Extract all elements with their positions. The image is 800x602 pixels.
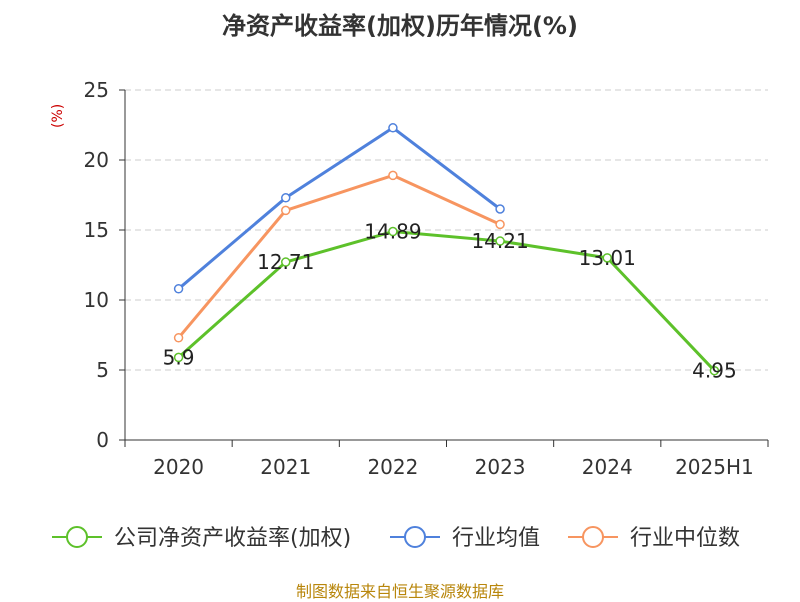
series-line (177, 126, 501, 290)
legend-marker (582, 526, 604, 548)
series-line (177, 230, 716, 372)
data-point (388, 170, 398, 181)
data-point (709, 365, 720, 376)
y-tick-label: 0 (96, 428, 109, 452)
data-label: 4.95 (692, 359, 737, 383)
data-point (495, 204, 505, 214)
y-tick-label: 10 (84, 288, 109, 312)
legend-label: 公司净资产收益率(加权) (114, 526, 351, 551)
data-point (173, 333, 184, 343)
x-tick-label: 2024 (582, 455, 633, 479)
grid-lines (125, 89, 768, 371)
data-label: 14.21 (471, 229, 528, 253)
data-point (388, 123, 398, 133)
data-labels: 5.9 12.71 14.89 14.21 13.01 4.95 (163, 220, 737, 383)
x-tick-label: 2025H1 (675, 455, 754, 479)
series-line (177, 173, 501, 339)
legend-item[interactable]: 行业中位数 (568, 526, 740, 551)
legend-marker (66, 526, 88, 548)
data-point (281, 193, 291, 203)
data-point (281, 257, 291, 267)
legend[interactable]: 公司净资产收益率(加权) 行业均值 行业中位数 (52, 526, 740, 551)
data-label: 5.9 (163, 345, 195, 369)
data-label: 13.01 (579, 246, 636, 270)
x-tick-label: 2022 (367, 455, 418, 479)
legend-item[interactable]: 公司净资产收益率(加权) (52, 526, 351, 551)
legend-label: 行业均值 (452, 526, 540, 551)
data-point (388, 226, 398, 237)
data-point (281, 205, 291, 216)
y-tick-label: 25 (84, 78, 109, 102)
data-point (173, 352, 184, 363)
data-label: 12.71 (257, 250, 314, 274)
legend-marker (404, 526, 426, 548)
data-point (495, 219, 505, 230)
y-tick-label: 15 (84, 218, 109, 242)
y-tick-label: 5 (96, 358, 109, 382)
y-tick-label: 20 (84, 148, 109, 172)
x-tick-label: 2021 (260, 455, 311, 479)
legend-item[interactable]: 行业均值 (390, 526, 540, 551)
x-tick-label: 2023 (475, 455, 526, 479)
source-note: 制图数据来自恒生聚源数据库 (295, 582, 504, 601)
data-point (602, 253, 612, 263)
series-lines (173, 123, 720, 376)
chart-title: 净资产收益率(加权)历年情况(%) (222, 12, 578, 40)
data-point (173, 284, 184, 294)
data-label: 14.89 (364, 220, 421, 244)
legend-label: 行业中位数 (630, 526, 740, 551)
data-point (495, 236, 505, 246)
axes: 0 5 10 15 20 25 2020 2021 2022 2023 2024 2025H1 (84, 78, 769, 479)
x-tick-label: 2020 (153, 455, 204, 479)
